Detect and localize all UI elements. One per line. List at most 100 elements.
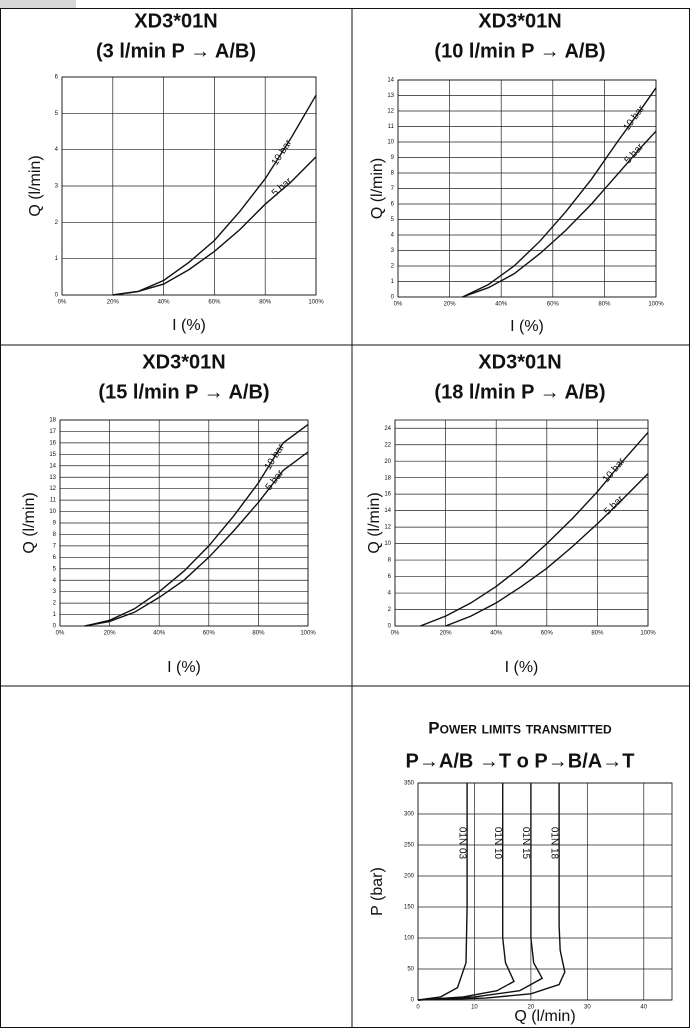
y-tick-label: 20	[384, 459, 391, 465]
x-tick-label: 30	[584, 1005, 591, 1011]
curve	[417, 783, 566, 1001]
header-tab	[0, 0, 76, 9]
y-tick-label: 4	[53, 578, 57, 584]
table-border	[0, 8, 690, 1028]
y-tick-label: 8	[53, 532, 57, 538]
y-tick-label: 2	[55, 220, 59, 226]
y-tick-label: 50	[407, 967, 414, 973]
plot-frame	[417, 782, 673, 1001]
x-tick-label: 40%	[495, 302, 508, 308]
x-tick-label: 40%	[158, 300, 171, 306]
y-tick-label: 14	[387, 78, 394, 84]
x-tick-label: 40	[640, 1005, 647, 1011]
chart-subtitle: (15 l/min P → A/B)	[98, 381, 269, 403]
chart-title: XD3*01N	[478, 10, 561, 32]
series-label: 01N 15	[520, 827, 531, 860]
y-tick-label: 0	[53, 624, 57, 630]
y-tick-label: 13	[49, 475, 56, 481]
y-tick-label: 250	[404, 843, 415, 849]
y-tick-label: 14	[49, 463, 56, 469]
y-tick-label: 6	[388, 574, 392, 580]
curve	[112, 94, 317, 296]
plot-frame	[394, 419, 649, 627]
x-tick-label: 60%	[208, 300, 221, 306]
y-tick-label: 2	[53, 601, 57, 607]
x-tick-label: 10	[471, 1005, 478, 1011]
y-tick-label: 3	[55, 184, 59, 190]
x-tick-label: 20	[528, 1005, 535, 1011]
x-tick-label: 20%	[107, 300, 120, 306]
series-label: 10 bar	[263, 441, 288, 471]
y-tick-label: 8	[391, 171, 395, 177]
series-label: 5 bar	[270, 175, 295, 199]
curve	[417, 783, 544, 1001]
chart-subtitle: P→A/B →T o P→B/A→T	[406, 750, 635, 772]
x-tick-label: 60%	[547, 302, 560, 308]
x-axis-label: Q (l/min)	[514, 1008, 575, 1025]
x-axis-label: I (%)	[510, 318, 544, 335]
y-tick-label: 4	[391, 233, 395, 239]
y-tick-label: 9	[391, 155, 395, 161]
x-tick-label: 100%	[308, 300, 324, 306]
y-tick-label: 3	[53, 589, 57, 595]
y-tick-label: 7	[53, 543, 57, 549]
chart-title: XD3*01N	[134, 10, 217, 32]
y-tick-label: 12	[387, 109, 394, 115]
y-tick-label: 4	[388, 591, 392, 597]
y-tick-label: 0	[391, 295, 395, 301]
x-axis-label: I (%)	[167, 659, 201, 676]
series-label: 01N 03	[456, 827, 467, 860]
y-tick-label: 13	[387, 93, 394, 99]
curve	[112, 156, 317, 296]
y-axis-label: P (bar)	[369, 867, 386, 916]
plot-frame	[397, 79, 657, 298]
curve	[462, 87, 657, 298]
curve	[445, 473, 649, 627]
y-axis-label: Q (l/min)	[366, 492, 383, 553]
x-tick-label: 100%	[300, 631, 316, 637]
y-tick-label: 6	[55, 75, 59, 81]
y-tick-label: 100	[404, 936, 415, 942]
y-tick-label: 6	[391, 202, 395, 208]
x-tick-label: 80%	[598, 302, 611, 308]
y-tick-label: 0	[411, 998, 415, 1004]
x-axis-label: I (%)	[172, 317, 206, 334]
x-tick-label: 0	[416, 1005, 420, 1011]
x-tick-label: 60%	[203, 631, 216, 637]
x-tick-label: 100%	[648, 302, 664, 308]
y-axis-label: Q (l/min)	[369, 158, 386, 219]
y-tick-label: 0	[388, 624, 392, 630]
y-tick-label: 15	[49, 452, 56, 458]
y-tick-label: 22	[384, 442, 391, 448]
y-tick-label: 5	[53, 566, 57, 572]
chart-subtitle: (10 l/min P → A/B)	[434, 40, 605, 62]
y-tick-label: 24	[384, 426, 391, 432]
x-tick-label: 40%	[490, 631, 503, 637]
y-tick-label: 10	[49, 509, 56, 515]
x-tick-label: 0%	[394, 302, 403, 308]
chart-subtitle: (3 l/min P → A/B)	[96, 40, 256, 62]
x-axis-label: I (%)	[505, 659, 539, 676]
chart-subtitle: (18 l/min P → A/B)	[434, 381, 605, 403]
x-tick-label: 0%	[58, 300, 67, 306]
series-label: 01N 10	[492, 827, 503, 860]
chart-title: XD3*01N	[478, 351, 561, 373]
y-axis-label: Q (l/min)	[21, 492, 38, 553]
x-tick-label: 80%	[252, 631, 265, 637]
series-label: 5 bar	[602, 493, 626, 517]
y-tick-label: 18	[49, 418, 56, 424]
y-tick-label: 5	[391, 217, 395, 223]
y-tick-label: 150	[404, 905, 415, 911]
series-label: 01N 18	[548, 827, 559, 860]
x-tick-label: 20%	[104, 631, 117, 637]
series-label: 10 bar	[622, 103, 648, 133]
y-tick-label: 6	[53, 555, 57, 561]
x-tick-label: 40%	[153, 631, 166, 637]
y-tick-label: 10	[387, 140, 394, 146]
plot-frame	[59, 419, 309, 627]
x-tick-label: 80%	[591, 631, 604, 637]
y-tick-label: 200	[404, 874, 415, 880]
y-tick-label: 9	[53, 521, 57, 527]
y-tick-label: 0	[55, 293, 59, 299]
x-tick-label: 100%	[640, 631, 656, 637]
